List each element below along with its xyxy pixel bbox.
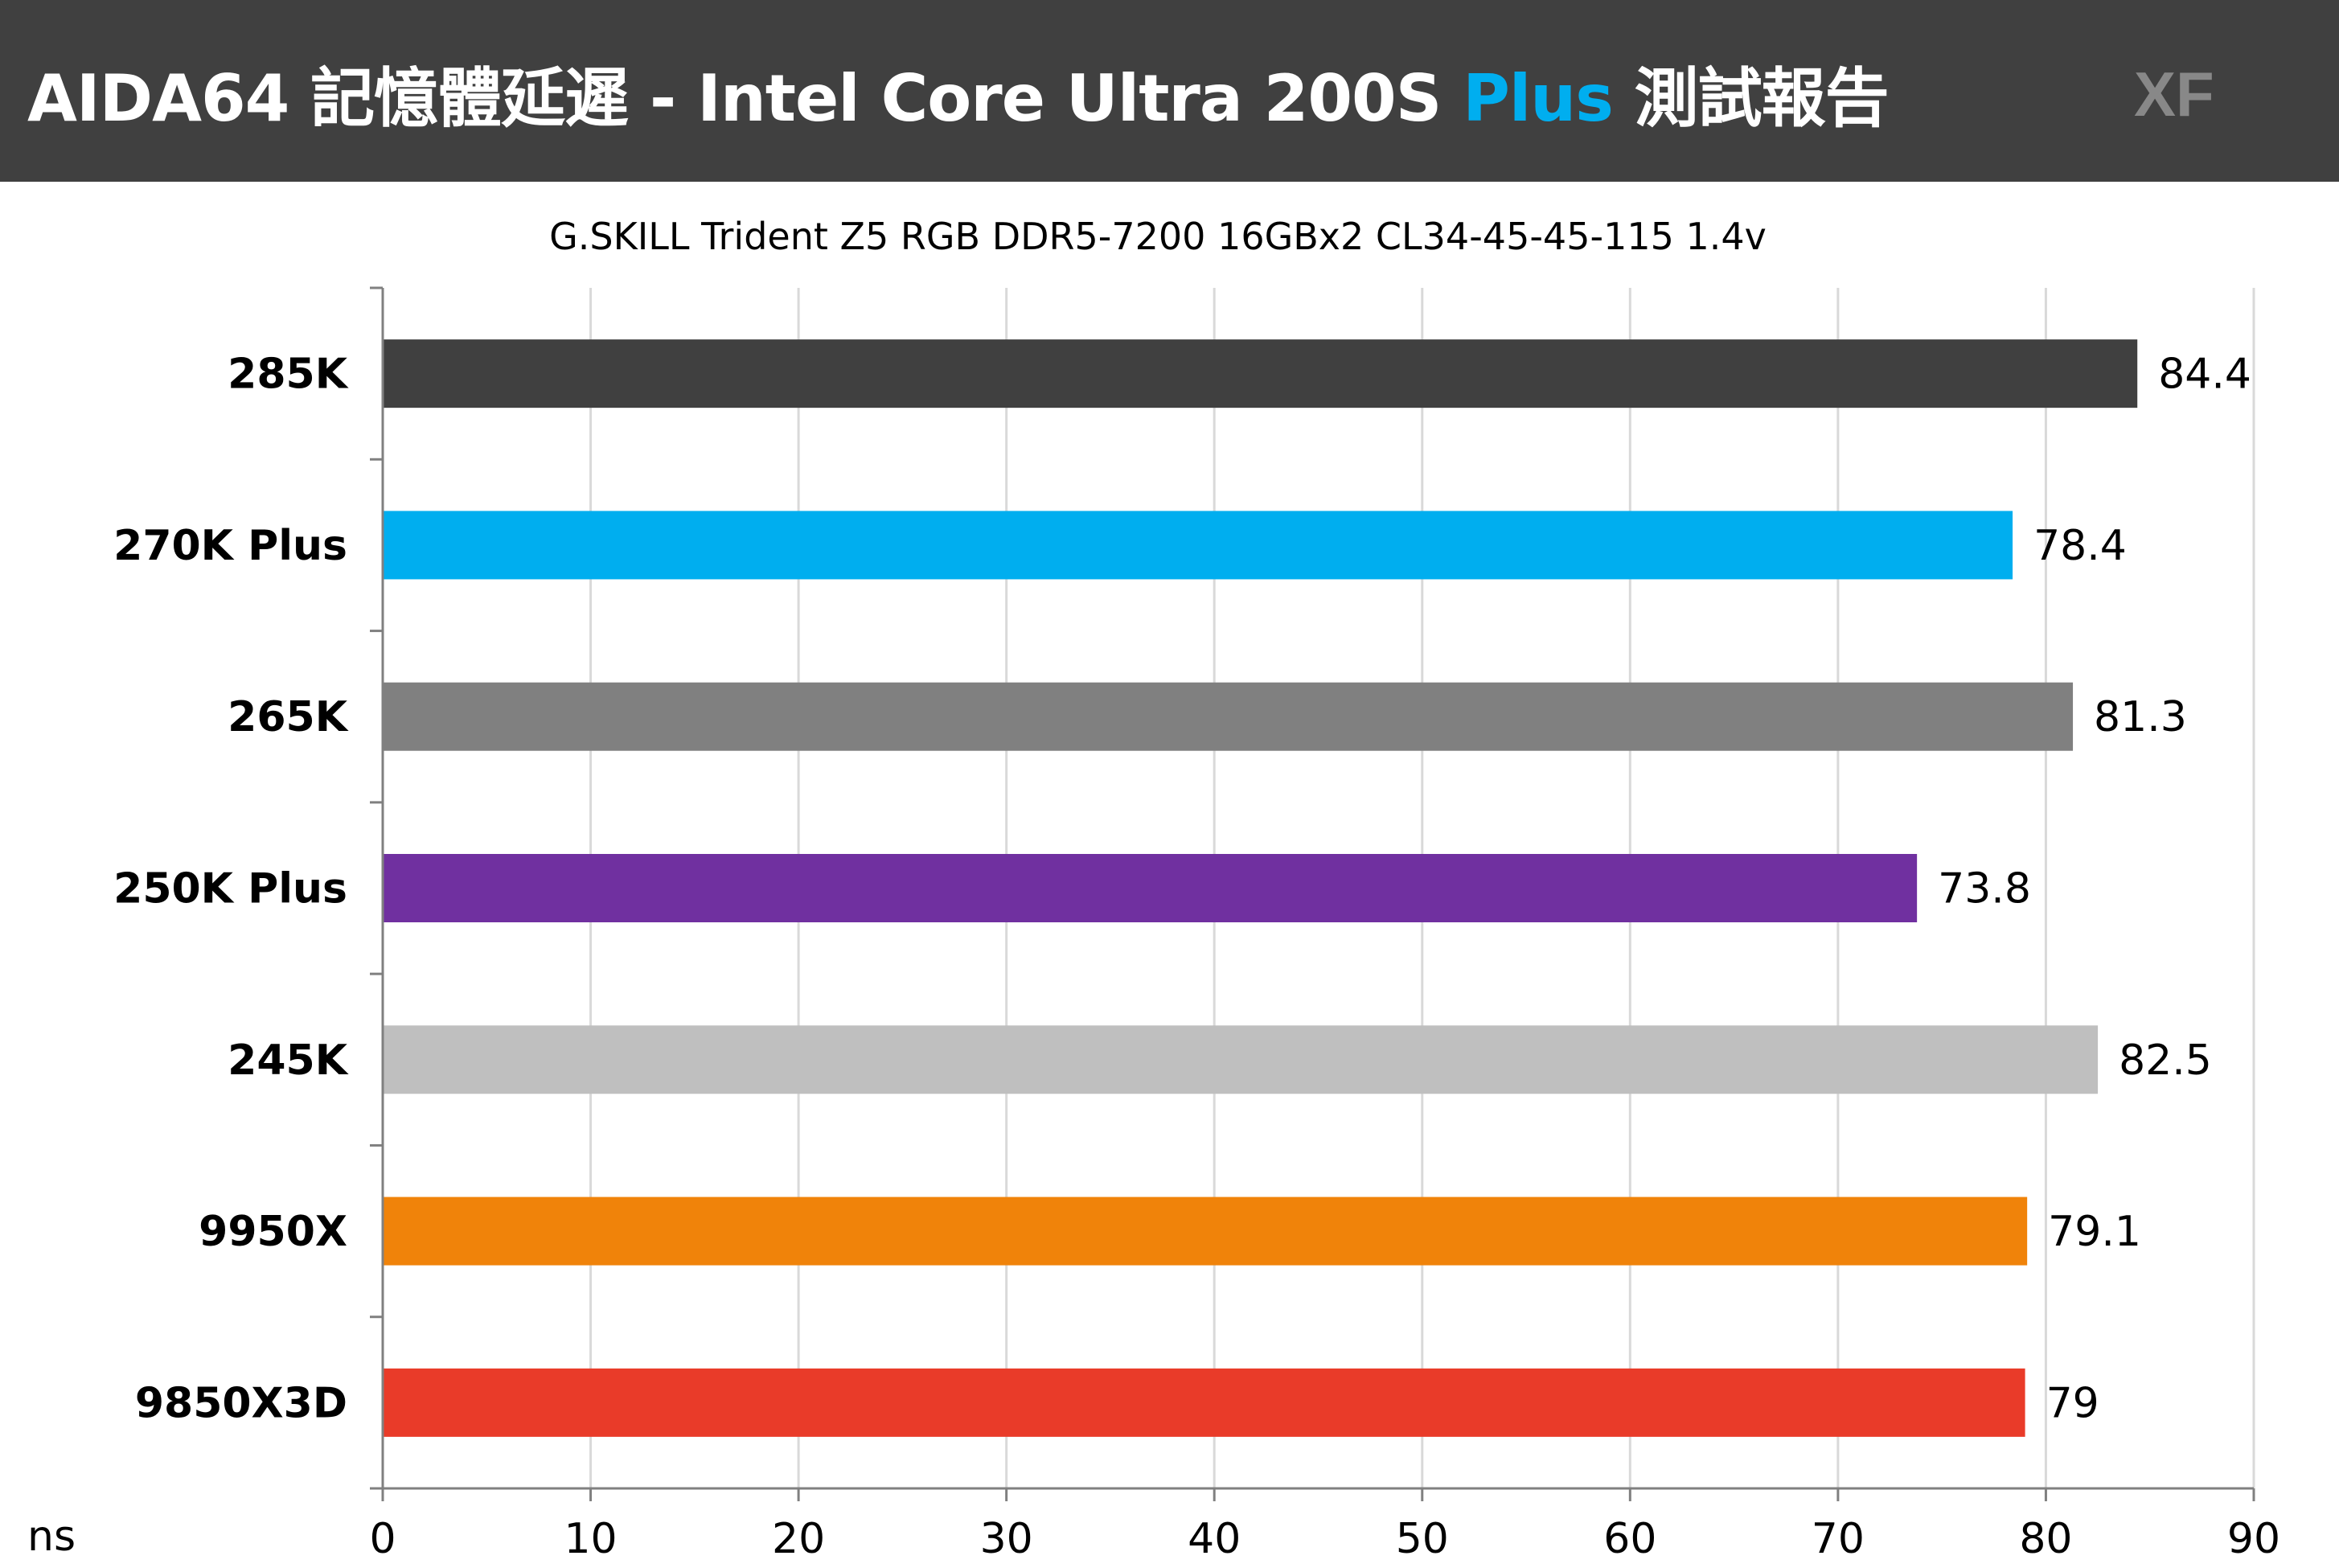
bar-250k-plus	[383, 854, 1918, 922]
bar-245k	[383, 1025, 2099, 1094]
category-label: 270K Plus	[113, 522, 347, 570]
bar-285k	[383, 339, 2138, 408]
x-tick-label: 10	[564, 1515, 617, 1563]
category-label: 9850X3D	[135, 1379, 347, 1427]
xf-logo: XF	[2134, 59, 2214, 129]
data-label: 82.5	[2119, 1036, 2212, 1085]
chart-title: AIDA64 記憶體延遲 - Intel Core Ultra 200S Plu…	[27, 47, 1890, 140]
data-label: 73.8	[1938, 865, 2031, 913]
x-tick-label: 90	[2227, 1515, 2280, 1563]
x-tick-label: 30	[980, 1515, 1033, 1563]
category-label: 245K	[228, 1036, 349, 1085]
data-label: 79	[2046, 1379, 2099, 1427]
axes: 0 10 20 30 40 50 60 70 80 90 285K 270K Plus 265K 250K…	[113, 286, 2280, 1563]
title-highlight: Plus	[1463, 61, 1614, 136]
bars: 84.4 78.4 81.3 73.8 82.5 79.1 79	[383, 339, 2251, 1437]
x-tick-label: 0	[369, 1515, 396, 1563]
header-bar: AIDA64 記憶體延遲 - Intel Core Ultra 200S Plu…	[0, 0, 2339, 182]
bar-265k	[383, 682, 2074, 751]
x-axis-label: ns	[27, 1513, 76, 1561]
x-tick-label: 70	[1812, 1515, 1865, 1563]
data-label: 78.4	[2033, 522, 2127, 570]
category-label: 285K	[228, 351, 349, 399]
x-tick-label: 80	[2019, 1515, 2072, 1563]
title-prefix: AIDA64 記憶體延遲 - Intel Core Ultra 200S	[27, 61, 1463, 136]
x-tick-label: 40	[1188, 1515, 1241, 1563]
x-tick-label: 50	[1396, 1515, 1449, 1563]
data-label: 79.1	[2048, 1208, 2141, 1256]
bar-9850x3d	[383, 1368, 2025, 1437]
x-tick-label: 60	[1603, 1515, 1656, 1563]
bar-270k-plus	[383, 511, 2013, 580]
title-suffix: 測試報告	[1612, 61, 1890, 136]
bar-9950x	[383, 1197, 2028, 1266]
category-label: 265K	[228, 693, 349, 741]
chart-subtitle: G.SKILL Trident Z5 RGB DDR5-7200 16GBx2 …	[549, 215, 1767, 258]
category-label: 250K Plus	[113, 865, 347, 913]
category-label: 9950X	[199, 1208, 347, 1256]
data-label: 84.4	[2158, 351, 2251, 399]
data-label: 81.3	[2094, 693, 2187, 741]
x-tick-label: 20	[772, 1515, 825, 1563]
